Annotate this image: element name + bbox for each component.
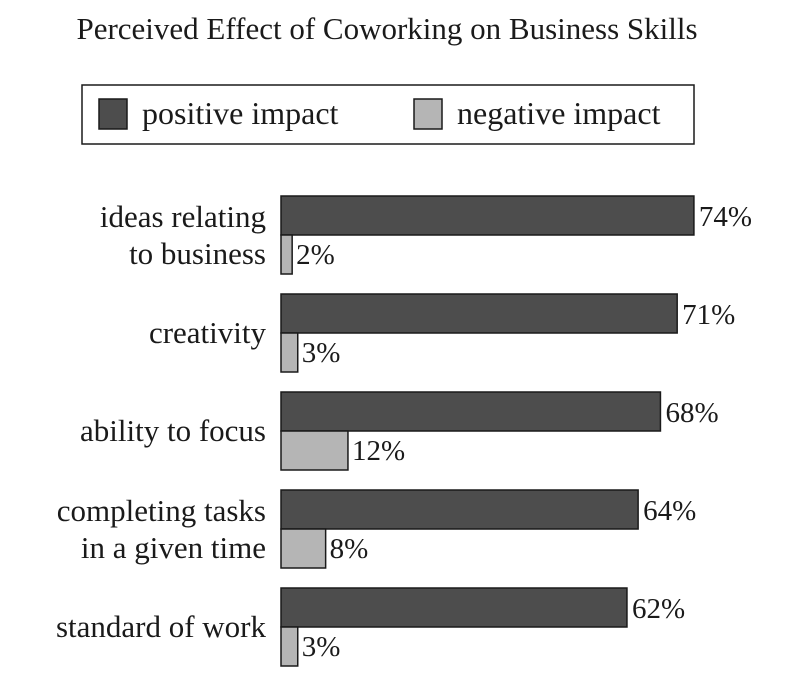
data-label-negative: 2% xyxy=(296,239,335,271)
category-label: ideas relating xyxy=(100,199,266,234)
category-label: completing tasks xyxy=(57,493,266,528)
legend-label-negative: negative impact xyxy=(457,95,661,131)
bar-positive-impact xyxy=(280,293,678,334)
bar-negative-impact xyxy=(280,234,293,275)
bar-positive-impact xyxy=(280,489,639,530)
data-label-positive: 74% xyxy=(699,201,752,233)
data-label-positive: 62% xyxy=(632,593,685,625)
bar-negative-impact xyxy=(280,430,349,471)
legend: positive impact negative impact xyxy=(81,84,695,145)
bar-negative-impact xyxy=(280,332,299,373)
legend-swatch-positive xyxy=(98,98,128,130)
data-label-negative: 8% xyxy=(330,533,369,565)
data-label-negative: 12% xyxy=(352,435,405,467)
data-label-positive: 68% xyxy=(665,397,718,429)
data-label-positive: 64% xyxy=(643,495,696,527)
bar-positive-impact xyxy=(280,587,628,628)
bar-positive-impact xyxy=(280,195,695,236)
legend-label-positive: positive impact xyxy=(142,95,339,131)
legend-swatch-negative xyxy=(413,98,443,130)
category-label: ability to focus xyxy=(80,413,266,448)
data-label-negative: 3% xyxy=(302,337,341,369)
bar-negative-impact xyxy=(280,626,299,667)
category-label: standard of work xyxy=(56,609,267,644)
chart-title: Perceived Effect of Coworking on Busines… xyxy=(76,11,697,46)
category-label: to business xyxy=(129,236,266,271)
bar-positive-impact xyxy=(280,391,662,432)
category-label: in a given time xyxy=(81,530,266,565)
data-label-negative: 3% xyxy=(302,631,341,663)
bar-negative-impact xyxy=(280,528,327,569)
data-label-positive: 71% xyxy=(682,299,735,331)
category-label: creativity xyxy=(149,315,267,350)
legend-frame xyxy=(81,84,695,145)
